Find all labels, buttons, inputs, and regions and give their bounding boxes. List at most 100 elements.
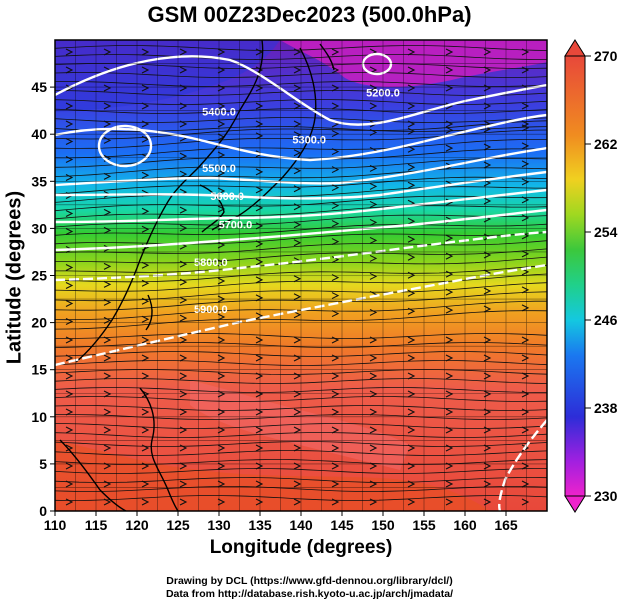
wind-arrow — [217, 84, 226, 92]
wind-arrow — [293, 48, 302, 56]
contour-5900 — [55, 263, 547, 367]
wind-arrow — [179, 84, 188, 92]
wind-arrow — [445, 66, 454, 74]
wind-arrow — [521, 498, 530, 506]
wind-arrow — [141, 135, 150, 143]
contour-southeast — [498, 419, 547, 511]
contour-label: 5300.0 — [292, 135, 326, 147]
wind-arrow — [179, 206, 188, 214]
wind-arrow — [407, 145, 416, 153]
wind-arrow — [103, 48, 112, 56]
wind-arrow — [293, 293, 302, 301]
wind-arrow — [255, 204, 264, 212]
wind-arrow — [445, 426, 454, 434]
wind-arrow — [65, 372, 74, 380]
wind-arrow — [103, 372, 112, 380]
wind-arrow — [217, 336, 226, 344]
wind-arrow — [65, 354, 74, 362]
wind-arrow — [293, 102, 302, 110]
wind-arrow — [369, 480, 378, 488]
contour-5200 — [55, 55, 547, 126]
wind-arrow — [445, 48, 454, 56]
contour-5700 — [55, 208, 547, 252]
wind-arrow — [445, 234, 454, 242]
wind-arrow — [65, 120, 74, 128]
y-tick-label: 10 — [31, 409, 47, 425]
wind-arrow — [521, 66, 530, 74]
chart-title: GSM 00Z23Dec2023 (500.0hPa) — [147, 2, 472, 27]
wind-arrow — [369, 164, 378, 172]
wind-arrow — [65, 282, 74, 290]
wind-arrow — [521, 142, 530, 150]
wind-arrow — [293, 444, 302, 452]
warm-south-region — [55, 440, 490, 511]
x-tick-label: 125 — [166, 517, 190, 533]
wind-arrow — [407, 372, 416, 380]
wind-arrow — [407, 163, 416, 171]
wind-arrow — [369, 236, 378, 244]
coastline-korea — [199, 184, 225, 233]
wind-arrow — [217, 372, 226, 380]
y-tick-label: 5 — [39, 456, 47, 472]
wind-arrow — [445, 120, 454, 128]
wind-arrow — [179, 48, 188, 56]
wind-arrow — [331, 102, 340, 110]
wind-arrow — [369, 200, 378, 208]
wind-arrow — [65, 174, 74, 182]
wind-arrow — [141, 66, 150, 74]
wind-arrow — [483, 480, 492, 488]
wind-arrow — [483, 498, 492, 506]
y-tick-label: 25 — [31, 268, 47, 284]
wind-arrow — [217, 390, 226, 398]
wind-arrow — [445, 444, 454, 452]
wind-arrow — [217, 480, 226, 488]
wind-arrow — [141, 390, 150, 398]
wind-arrow — [179, 120, 188, 128]
x-tick-label: 110 — [44, 517, 67, 533]
wind-arrow — [293, 372, 302, 380]
wind-arrow — [407, 48, 416, 56]
wind-arrow — [255, 186, 264, 194]
colorbar-scale — [564, 55, 586, 497]
wind-arrow — [407, 217, 416, 225]
wind-arrow — [141, 315, 150, 323]
wind-arrow — [331, 426, 340, 434]
wind-arrow — [445, 270, 454, 278]
wind-arrow — [179, 66, 188, 74]
wind-arrow — [255, 312, 264, 320]
coastline-philippines — [139, 387, 179, 511]
wind-arrow — [445, 102, 454, 110]
wind-arrow — [483, 84, 492, 92]
contour-label: 5700.0 — [219, 219, 253, 231]
wind-arrow — [255, 426, 264, 434]
x-tick-label: 145 — [330, 517, 354, 533]
wind-arrow — [331, 310, 340, 318]
wind-arrow — [293, 131, 302, 139]
wind-arrow — [65, 66, 74, 74]
wind-arrow — [369, 426, 378, 434]
wind-arrow — [483, 354, 492, 362]
wind-arrow — [103, 336, 112, 344]
wind-arrow — [331, 48, 340, 56]
wind-arrow — [483, 305, 492, 313]
wind-arrow — [407, 498, 416, 506]
wind-arrow — [521, 304, 530, 312]
wind-arrow — [293, 275, 302, 283]
wind-arrow — [255, 444, 264, 452]
y-tick-label: 30 — [31, 220, 47, 236]
wind-arrow — [65, 48, 74, 56]
wind-arrow — [103, 354, 112, 362]
wind-arrow — [521, 124, 530, 132]
wind-arrow — [179, 278, 188, 286]
wind-arrow — [103, 390, 112, 398]
wind-arrow — [369, 354, 378, 362]
wind-arrow — [521, 426, 530, 434]
wind-arrow — [445, 480, 454, 488]
wind-arrow — [141, 48, 150, 56]
coastline-taiwan — [145, 294, 153, 331]
wind-arrow — [445, 498, 454, 506]
wind-arrow — [369, 182, 378, 190]
wind-arrow — [331, 166, 340, 174]
coastline-asia-east — [165, 40, 264, 206]
wind-arrow — [255, 408, 264, 416]
